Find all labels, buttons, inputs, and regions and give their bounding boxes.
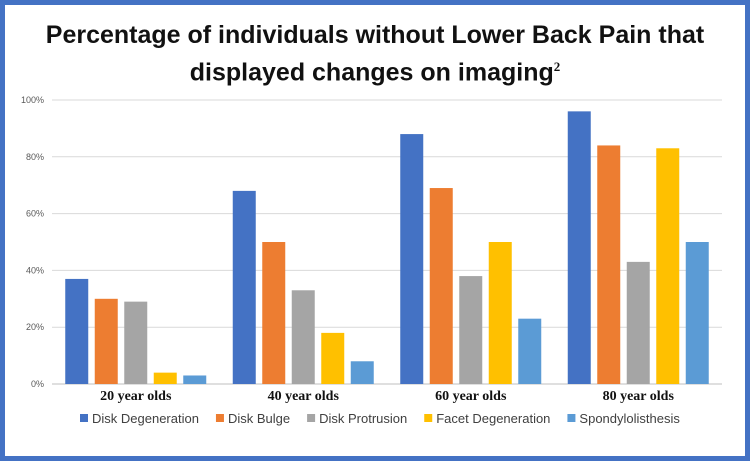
bar (567, 111, 591, 385)
y-axis-ticks: 0% 20% 40% 60% 80% 100% (21, 95, 44, 389)
bar (656, 148, 680, 384)
y-tick-label: 40% (26, 265, 44, 275)
bar (262, 242, 286, 384)
bar (321, 332, 345, 384)
bar (124, 301, 148, 384)
bar (685, 242, 709, 384)
bars (65, 111, 709, 385)
chart-title-line-1: Percentage of individuals without Lower … (45, 21, 705, 49)
bar (429, 188, 453, 384)
bar (459, 276, 483, 384)
legend-label: Disk Protrusion (319, 411, 407, 426)
chart-title-line-2: displayed changes on imaging (189, 58, 554, 87)
bar (350, 361, 374, 384)
bar (518, 318, 542, 384)
legend-label: Disk Bulge (228, 411, 290, 426)
legend-swatch (307, 414, 316, 422)
x-axis-ticks: 20 year olds 40 year olds 60 year olds 80 y… (100, 389, 674, 404)
legend-swatch (215, 414, 224, 422)
bar (232, 190, 256, 384)
bar (597, 145, 621, 384)
bar (183, 375, 207, 384)
x-tick-label: 60 year olds (435, 389, 507, 404)
legend-swatch (567, 414, 576, 422)
bar (400, 134, 424, 384)
x-tick-label: 20 year olds (100, 389, 172, 404)
bar (291, 290, 315, 384)
x-tick-label: 80 year olds (603, 389, 675, 404)
legend-label: Disk Degeneration (92, 411, 199, 426)
chart-title: Percentage of individuals without Lower … (0, 20, 750, 88)
legend-swatch (80, 414, 88, 422)
y-tick-label: 60% (26, 209, 44, 219)
x-tick-label: 40 year olds (268, 389, 340, 404)
gridlines (52, 99, 722, 385)
y-tick-label: 100% (21, 95, 44, 105)
bar (488, 242, 512, 384)
chart-title-superscript: 2 (553, 59, 561, 74)
legend: Disk Degeneration Disk Bulge Disk Protrusi… (80, 411, 680, 426)
legend-label: Facet Degeneration (436, 411, 550, 426)
y-tick-label: 0% (31, 379, 44, 389)
y-tick-label: 20% (26, 322, 44, 332)
legend-swatch (424, 414, 433, 422)
bar (94, 298, 118, 384)
bar (626, 261, 650, 384)
bar (153, 372, 177, 384)
bar (65, 278, 89, 384)
y-tick-label: 80% (26, 152, 44, 162)
legend-label: Spondylolisthesis (579, 411, 680, 426)
